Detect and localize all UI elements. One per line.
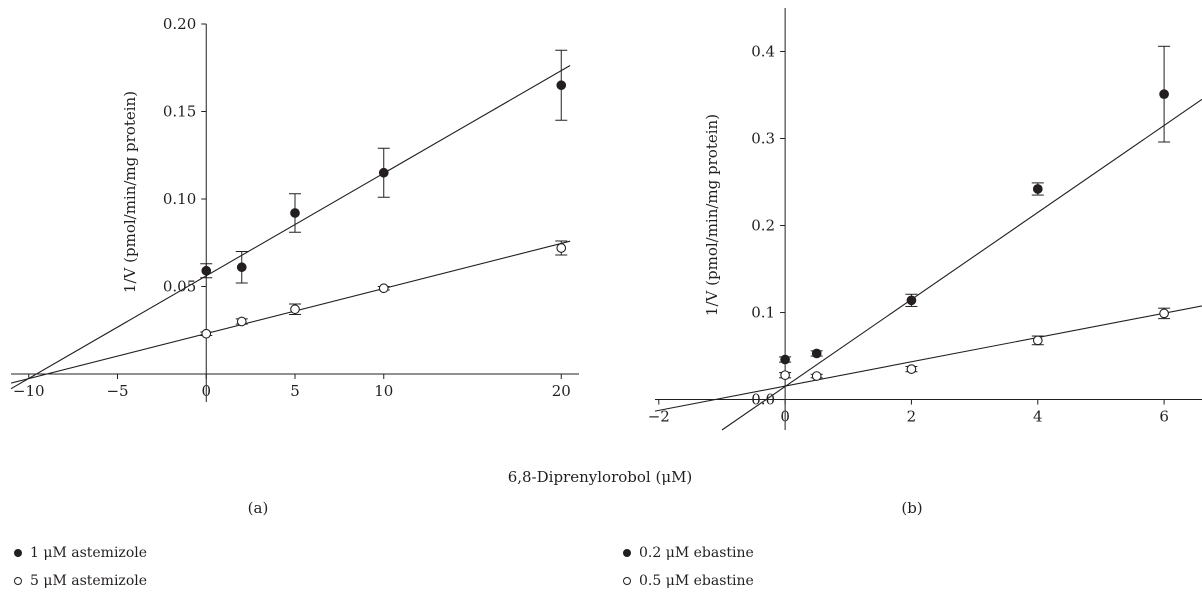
x-tick-label: 5 — [290, 382, 300, 400]
y-tick-label: 0.20 — [163, 15, 196, 33]
data-point — [906, 364, 917, 374]
data-point — [201, 328, 212, 339]
x-tick-label: −5 — [106, 382, 128, 400]
data-point — [906, 295, 917, 306]
data-point — [236, 262, 247, 273]
data-point — [236, 316, 247, 327]
legend-label: 1 μM astemizole — [30, 545, 148, 561]
x-tick-label: 10 — [374, 382, 393, 400]
data-point — [290, 208, 300, 218]
data-point — [556, 243, 567, 253]
shared-x-axis-label: 6,8-Diprenylorobol (μM) — [508, 468, 693, 486]
x-tick-label: 2 — [907, 408, 917, 426]
legend-item: 0.2 μM ebastine — [623, 539, 754, 567]
y-axis-label: 1/V (pmol/min/mg protein) — [121, 91, 139, 293]
legend-label: 0.2 μM ebastine — [639, 545, 754, 561]
filled-circle-icon — [623, 549, 631, 557]
x-tick-label: 20 — [552, 382, 571, 400]
y-tick-label: 0.05 — [163, 278, 196, 296]
data-point — [556, 80, 567, 91]
legend-item: 0.5 μM ebastine — [623, 567, 754, 595]
x-tick-label: 4 — [1033, 408, 1043, 426]
y-tick-label: 0.15 — [163, 103, 196, 121]
data-point — [1159, 89, 1169, 99]
fit-line — [10, 240, 571, 384]
legend-label: 5 μM astemizole — [30, 573, 148, 589]
y-tick-label: 0.0 — [751, 391, 775, 409]
data-point — [378, 283, 389, 294]
legend-item: 5 μM astemizole — [14, 567, 147, 595]
data-point — [201, 265, 212, 276]
data-point — [378, 167, 389, 178]
legend-item: 1 μM astemizole — [14, 539, 147, 567]
panel-b: −2 0 2 4 6 0.0 0.1 0.2 0.3 0.4 1/V (pmol/min/mg pr… — [648, 8, 1202, 431]
data-point — [1032, 335, 1043, 346]
legend-label: 0.5 μM ebastine — [639, 573, 754, 589]
data-point — [290, 304, 300, 315]
panel-a: −10 −5 0 5 10 20 0.05 0.10 0.15 0.20 1/V (pmol/min… — [10, 15, 579, 402]
y-tick-label: 0.10 — [163, 190, 196, 208]
data-point — [780, 354, 790, 365]
legend-a: 1 μM astemizole 5 μM astemizole — [14, 539, 147, 595]
legend-b: 0.2 μM ebastine 0.5 μM ebastine — [623, 539, 754, 595]
fit-line — [654, 305, 1202, 412]
open-circle-icon — [14, 577, 22, 585]
panel-a-label: (a) — [248, 499, 269, 517]
data-point — [811, 371, 822, 381]
y-tick-label: 0.4 — [751, 43, 775, 61]
open-circle-icon — [623, 577, 631, 585]
x-tick-label: −2 — [648, 408, 670, 426]
fit-line — [10, 64, 571, 390]
y-tick-label: 0.3 — [751, 130, 775, 148]
x-tick-label: −10 — [13, 382, 45, 400]
data-point — [780, 370, 790, 381]
data-point — [811, 348, 822, 359]
x-tick-label: 0 — [201, 382, 211, 400]
figure: −10 −5 0 5 10 200.050.100.150.201/V (pmol/min… — [10, 8, 1202, 517]
filled-circle-icon — [14, 549, 22, 557]
y-axis-label: 1/V (pmol/min/mg protein) — [703, 114, 721, 316]
fit-line — [721, 98, 1202, 431]
x-tick-label: 6 — [1159, 408, 1169, 426]
data-point — [1032, 184, 1043, 194]
data-point — [1159, 308, 1169, 319]
x-tick-label: 0 — [780, 408, 790, 426]
y-tick-label: 0.1 — [751, 304, 775, 322]
y-tick-label: 0.2 — [751, 217, 775, 235]
panel-b-label: (b) — [901, 499, 922, 517]
